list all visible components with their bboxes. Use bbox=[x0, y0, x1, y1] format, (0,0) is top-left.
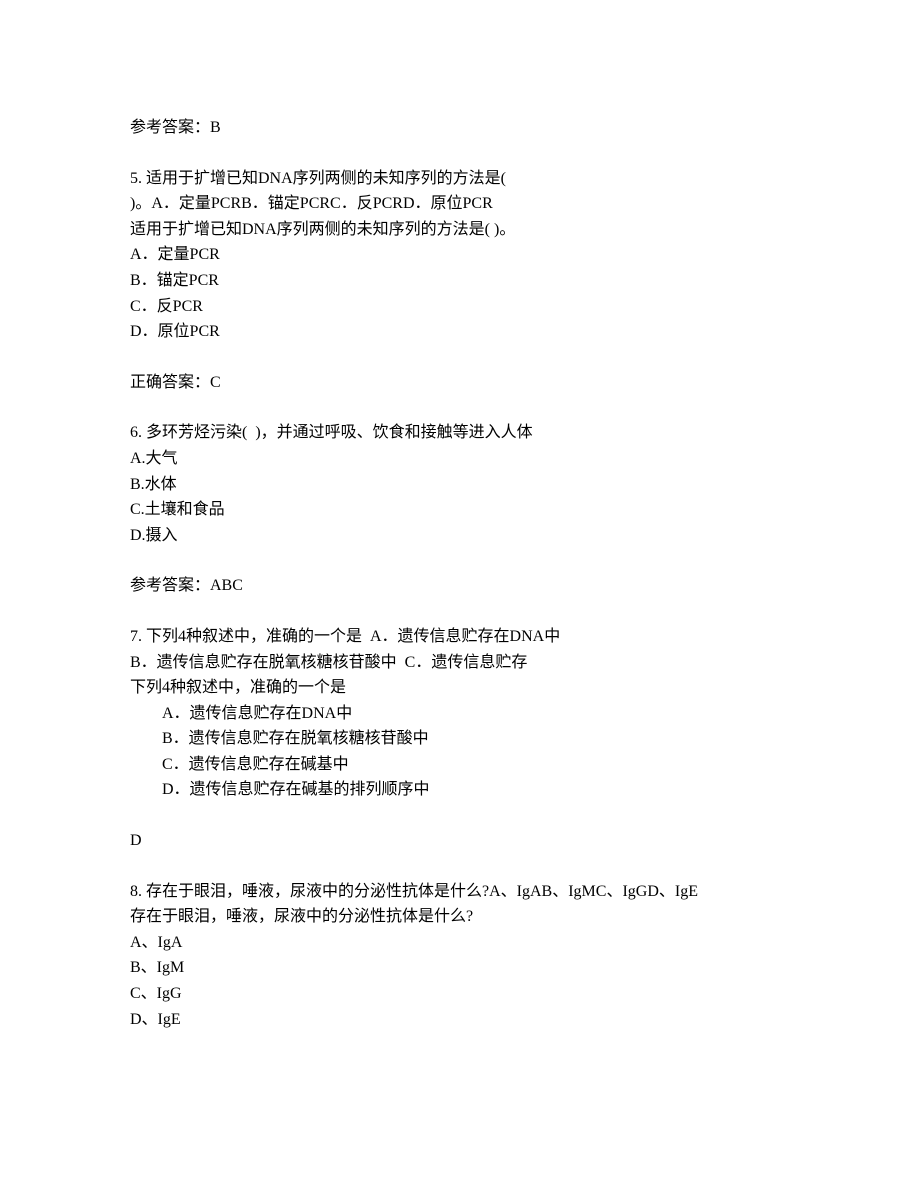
question-7: 7. 下列4种叙述中，准确的一个是 A．遗传信息贮存在DNA中 B．遗传信息贮存… bbox=[130, 624, 790, 803]
q6-option-c: C.土壤和食品 bbox=[130, 497, 790, 523]
q6-answer: 参考答案：ABC bbox=[130, 573, 790, 599]
q4-answer: 参考答案：B bbox=[130, 115, 790, 141]
q6-option-b: B.水体 bbox=[130, 472, 790, 498]
q5-answer: 正确答案：C bbox=[130, 370, 790, 396]
q7-option-d: D．遗传信息贮存在碱基的排列顺序中 bbox=[130, 777, 790, 803]
q7-answer: D bbox=[130, 828, 790, 854]
q8-option-a: A、IgA bbox=[130, 930, 790, 956]
q5-stem-line1: 5. 适用于扩增已知DNA序列两侧的未知序列的方法是( bbox=[130, 166, 790, 192]
question-5: 5. 适用于扩增已知DNA序列两侧的未知序列的方法是( )。A．定量PCRB．锚… bbox=[130, 166, 790, 345]
q5-option-c: C．反PCR bbox=[130, 294, 790, 320]
q8-stem-line2: 存在于眼泪，唾液，尿液中的分泌性抗体是什么? bbox=[130, 904, 790, 930]
q6-option-d: D.摄入 bbox=[130, 523, 790, 549]
q8-option-b: B、IgM bbox=[130, 955, 790, 981]
q8-option-d: D、IgE bbox=[130, 1007, 790, 1033]
q5-stem-line2: )。A．定量PCRB．锚定PCRC．反PCRD．原位PCR bbox=[130, 191, 790, 217]
q5-option-a: A．定量PCR bbox=[130, 242, 790, 268]
q7-stem-line2: B．遗传信息贮存在脱氧核糖核苷酸中 C．遗传信息贮存 bbox=[130, 650, 790, 676]
q8-stem-line1: 8. 存在于眼泪，唾液，尿液中的分泌性抗体是什么?A、IgAB、IgMC、IgG… bbox=[130, 879, 790, 905]
q7-option-b: B．遗传信息贮存在脱氧核糖核苷酸中 bbox=[130, 726, 790, 752]
question-6: 6. 多环芳烃污染( )，并通过呼吸、饮食和接触等进入人体 A.大气 B.水体 … bbox=[130, 420, 790, 548]
q7-option-a: A．遗传信息贮存在DNA中 bbox=[130, 701, 790, 727]
q8-option-c: C、IgG bbox=[130, 981, 790, 1007]
question-8: 8. 存在于眼泪，唾液，尿液中的分泌性抗体是什么?A、IgAB、IgMC、IgG… bbox=[130, 879, 790, 1033]
q7-option-c: C．遗传信息贮存在碱基中 bbox=[130, 752, 790, 778]
q7-stem-line1: 7. 下列4种叙述中，准确的一个是 A．遗传信息贮存在DNA中 bbox=[130, 624, 790, 650]
q5-option-b: B．锚定PCR bbox=[130, 268, 790, 294]
q5-stem-line3: 适用于扩增已知DNA序列两侧的未知序列的方法是( )。 bbox=[130, 217, 790, 243]
q6-stem: 6. 多环芳烃污染( )，并通过呼吸、饮食和接触等进入人体 bbox=[130, 420, 790, 446]
q5-option-d: D．原位PCR bbox=[130, 319, 790, 345]
q7-stem-line3: 下列4种叙述中，准确的一个是 bbox=[130, 675, 790, 701]
q6-option-a: A.大气 bbox=[130, 446, 790, 472]
